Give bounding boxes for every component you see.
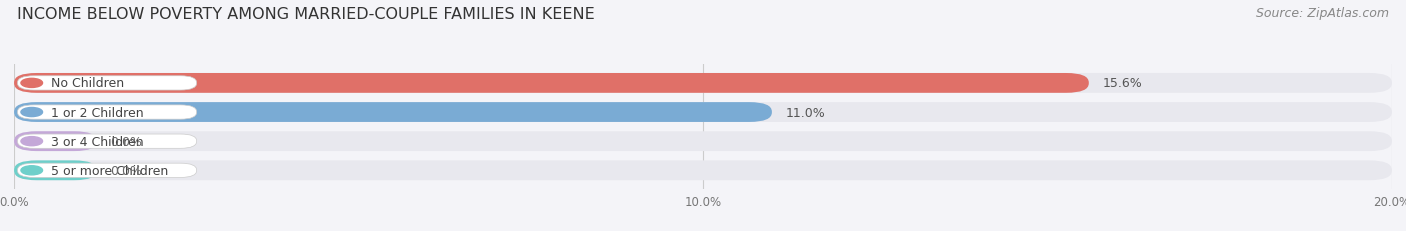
Text: 15.6%: 15.6%	[1102, 77, 1142, 90]
FancyBboxPatch shape	[14, 103, 1392, 122]
Text: 5 or more Children: 5 or more Children	[51, 164, 169, 177]
FancyBboxPatch shape	[14, 161, 97, 180]
FancyBboxPatch shape	[14, 74, 1392, 93]
Circle shape	[21, 137, 42, 146]
Text: 0.0%: 0.0%	[111, 164, 142, 177]
FancyBboxPatch shape	[17, 134, 197, 149]
Text: 0.0%: 0.0%	[111, 135, 142, 148]
FancyBboxPatch shape	[14, 74, 1088, 93]
Circle shape	[21, 108, 42, 117]
FancyBboxPatch shape	[17, 76, 197, 91]
FancyBboxPatch shape	[14, 161, 1392, 180]
FancyBboxPatch shape	[17, 164, 197, 178]
FancyBboxPatch shape	[14, 132, 97, 151]
FancyBboxPatch shape	[14, 132, 1392, 151]
Text: 11.0%: 11.0%	[786, 106, 825, 119]
Circle shape	[21, 79, 42, 88]
Text: 1 or 2 Children: 1 or 2 Children	[51, 106, 143, 119]
FancyBboxPatch shape	[14, 103, 772, 122]
Text: Source: ZipAtlas.com: Source: ZipAtlas.com	[1256, 7, 1389, 20]
Text: INCOME BELOW POVERTY AMONG MARRIED-COUPLE FAMILIES IN KEENE: INCOME BELOW POVERTY AMONG MARRIED-COUPL…	[17, 7, 595, 22]
Text: No Children: No Children	[51, 77, 124, 90]
FancyBboxPatch shape	[17, 105, 197, 120]
Text: 3 or 4 Children: 3 or 4 Children	[51, 135, 143, 148]
Circle shape	[21, 166, 42, 175]
